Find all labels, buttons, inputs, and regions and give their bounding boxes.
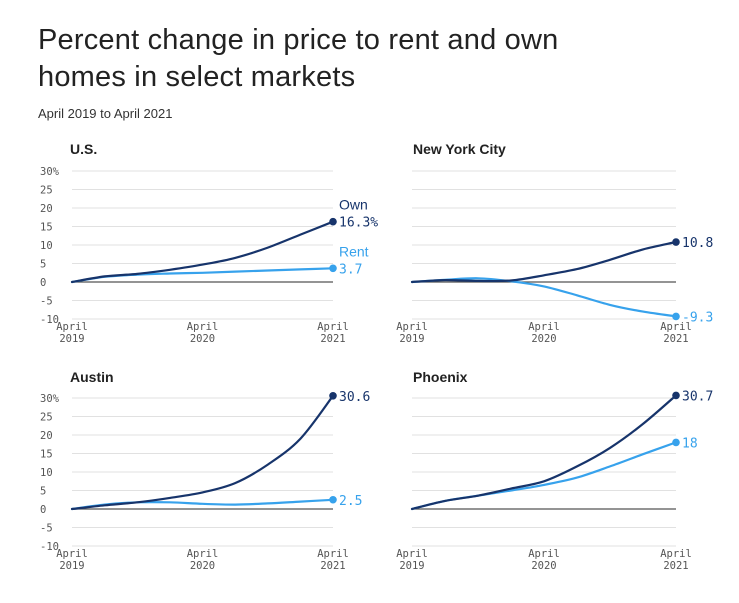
own-series-line (410, 240, 678, 284)
own-end-point (672, 238, 680, 246)
own-end-point (329, 217, 337, 226)
x-tick-label: 2019 (399, 560, 424, 572)
x-tick-label: April (396, 548, 428, 560)
own-end-point (672, 391, 680, 400)
y-tick-label: 30% (40, 166, 60, 178)
x-tick-label: April (528, 548, 560, 560)
rent-series-line (410, 277, 678, 318)
rent-end-point (329, 495, 337, 504)
x-tick-label: April (660, 321, 692, 333)
own-series-line (410, 394, 678, 511)
x-tick-label: April (187, 548, 219, 560)
panel-title: Phoenix (413, 369, 468, 385)
y-tick-label: 10 (40, 467, 53, 479)
chart-subtitle: April 2019 to April 2021 (38, 106, 173, 121)
x-tick-label: 2019 (59, 333, 84, 345)
y-tick-label: 15 (40, 449, 53, 461)
y-tick-label: 10 (40, 240, 53, 252)
y-tick-label: 0 (40, 504, 46, 516)
own-series-line (70, 220, 335, 284)
y-tick-label: 5 (40, 486, 46, 498)
x-tick-label: April (56, 321, 88, 333)
panel-new-york-city: New York CityApril2019April2020April2021… (396, 141, 713, 345)
own-series-line (70, 394, 335, 511)
x-tick-label: 2020 (531, 333, 556, 345)
own-end-label: 30.6 (339, 390, 370, 405)
y-tick-label: -5 (40, 296, 53, 308)
y-tick-label: 25 (40, 412, 53, 424)
rent-end-point (672, 438, 680, 447)
rent-end-label: 18 (682, 436, 698, 451)
x-tick-label: April (528, 321, 560, 333)
own-end-label: 10.8 (682, 236, 713, 251)
x-tick-label: 2019 (399, 333, 424, 345)
x-tick-label: April (56, 548, 88, 560)
y-tick-label: 15 (40, 222, 53, 234)
panel-title: Austin (70, 369, 114, 385)
x-tick-label: 2021 (320, 333, 345, 345)
panel-title: U.S. (70, 141, 97, 157)
rent-end-label: 3.7 (339, 262, 362, 277)
y-tick-label: 25 (40, 185, 53, 197)
panel-us: U.S.30%2520151050-5-10April2019April2020… (40, 141, 378, 345)
panel-title: New York City (413, 141, 506, 157)
x-tick-label: 2020 (190, 333, 215, 345)
y-tick-label: 30% (40, 393, 60, 405)
x-tick-label: April (660, 548, 692, 560)
own-end-label: 16.3% (339, 216, 378, 231)
y-tick-label: 5 (40, 259, 46, 271)
x-tick-label: 2020 (190, 560, 215, 572)
x-tick-label: April (396, 321, 428, 333)
x-tick-label: April (187, 321, 219, 333)
rent-end-point (329, 264, 337, 273)
y-tick-label: 20 (40, 430, 53, 442)
x-tick-label: 2021 (663, 333, 688, 345)
x-tick-label: April (317, 321, 349, 333)
rent-end-point (672, 312, 680, 321)
y-tick-label: -10 (40, 314, 59, 326)
own-end-label: 30.7 (682, 389, 713, 404)
x-tick-label: 2019 (59, 560, 84, 572)
y-tick-label: 0 (40, 277, 46, 289)
y-tick-label: 20 (40, 203, 53, 215)
rent-series-name: Rent (339, 243, 369, 259)
x-tick-label: 2020 (531, 560, 556, 572)
chart-title: Percent change in price to rent and own … (38, 24, 559, 93)
panel-austin: Austin30%2520151050-5-10April2019April20… (40, 369, 370, 572)
y-tick-label: -10 (40, 541, 59, 553)
rent-end-label: -9.3 (682, 310, 713, 325)
x-tick-label: 2021 (320, 560, 345, 572)
own-end-point (329, 391, 337, 400)
own-series-name: Own (339, 197, 368, 213)
y-tick-label: -5 (40, 523, 53, 535)
x-tick-label: April (317, 548, 349, 560)
x-tick-label: 2021 (663, 560, 688, 572)
rent-end-label: 2.5 (339, 494, 362, 509)
